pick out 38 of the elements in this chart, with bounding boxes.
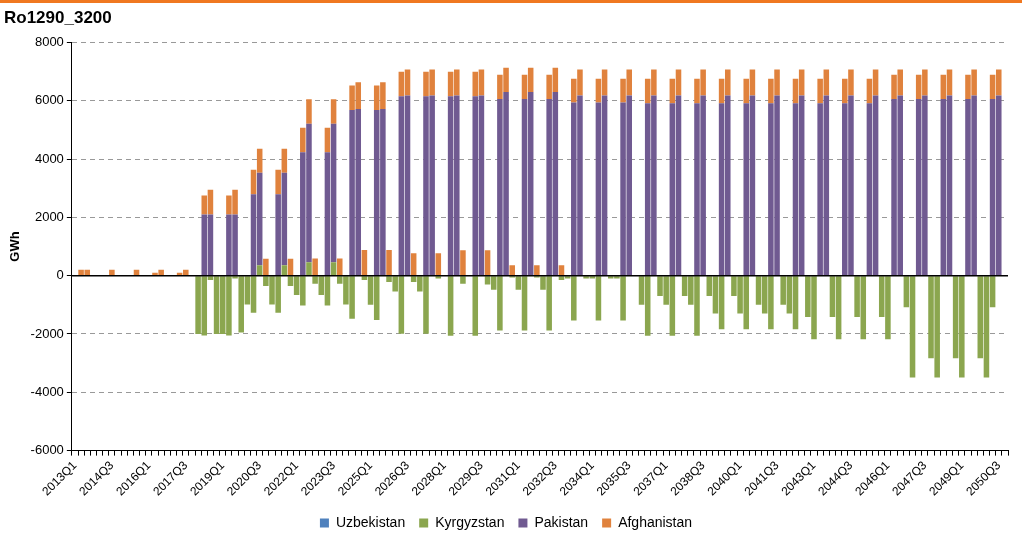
bar <box>484 250 491 276</box>
bar <box>300 127 306 153</box>
bar <box>386 250 392 276</box>
bar <box>336 258 343 276</box>
bar <box>306 262 312 276</box>
bar <box>558 265 565 276</box>
legend-label: Afghanistan <box>618 513 693 530</box>
legend-label: Kyrgyzstan <box>435 513 505 530</box>
bar <box>330 262 337 276</box>
chart-title: Ro1290_3200 <box>4 7 112 27</box>
bar <box>460 276 466 284</box>
bar <box>435 276 442 279</box>
y-tick-label: 0 <box>56 267 64 283</box>
bar <box>435 253 442 276</box>
y-tick-label: -6000 <box>30 442 64 458</box>
bar <box>460 250 466 276</box>
bar <box>410 253 417 276</box>
legend-label: Pakistan <box>534 513 589 530</box>
y-tick-label: -4000 <box>30 383 64 399</box>
bar <box>109 269 115 276</box>
y-tick-label: 2000 <box>34 208 64 224</box>
y-tick-label: 6000 <box>34 92 64 108</box>
bar <box>263 258 269 276</box>
bar <box>306 99 312 124</box>
y-tick-label: 8000 <box>34 33 64 49</box>
legend-label: Uzbekistan <box>335 513 406 530</box>
bar <box>312 258 318 276</box>
bar <box>509 265 515 276</box>
bar <box>534 265 540 276</box>
y-tick-label: -2000 <box>30 325 64 341</box>
bar <box>447 276 454 336</box>
bar <box>281 265 288 276</box>
y-axis-title: GWh <box>7 231 23 262</box>
y-tick-label: 4000 <box>34 150 64 166</box>
bar <box>361 250 368 276</box>
bar <box>256 265 263 276</box>
bar <box>330 99 337 124</box>
bar <box>472 276 479 336</box>
